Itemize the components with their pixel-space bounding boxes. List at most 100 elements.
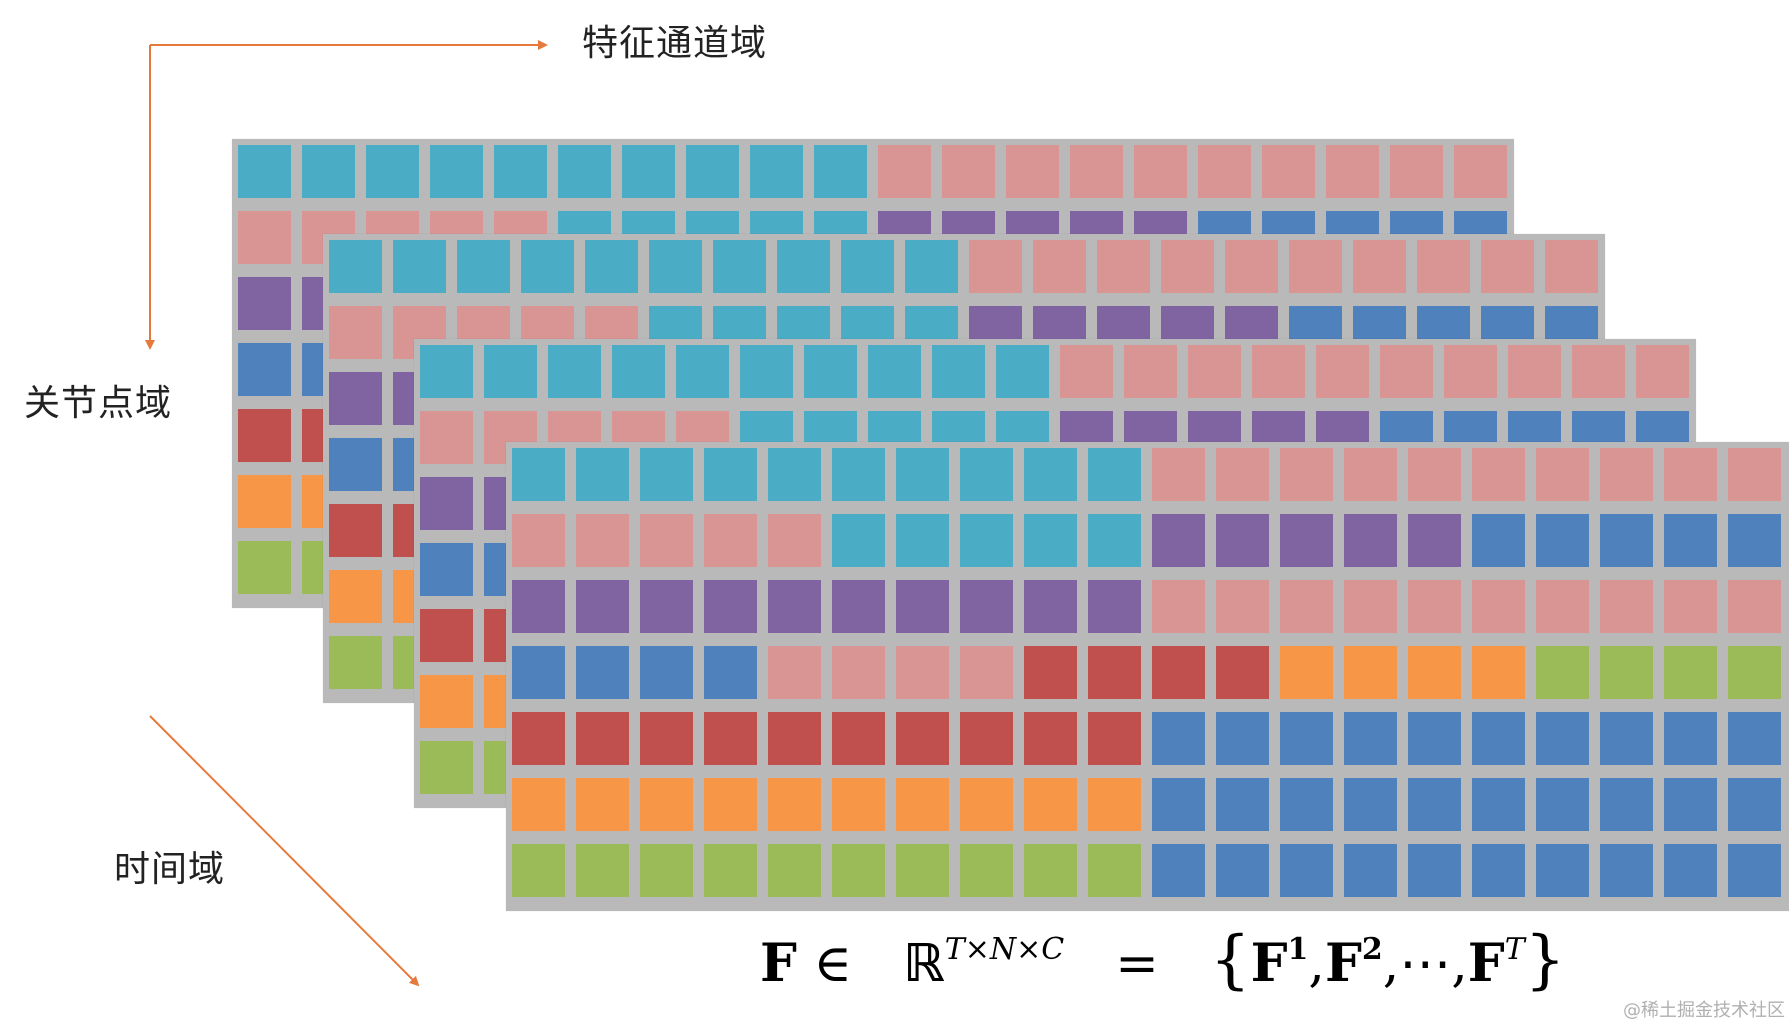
feature-cell <box>1152 514 1205 567</box>
feature-cell <box>1316 345 1369 398</box>
feature-cell <box>1728 580 1781 633</box>
feature-cell <box>393 240 446 293</box>
feature-cell <box>329 570 382 623</box>
feature-cell <box>1088 778 1141 831</box>
formula-eq: = <box>1115 934 1159 994</box>
feature-cell <box>1280 712 1333 765</box>
feature-cell <box>832 844 885 897</box>
feature-cell <box>704 712 757 765</box>
feature-cell <box>713 240 766 293</box>
feature-cell <box>1353 240 1406 293</box>
feature-cell <box>1472 844 1525 897</box>
feature-cell <box>1600 844 1653 897</box>
feature-cell <box>1344 778 1397 831</box>
feature-cell <box>1289 240 1342 293</box>
feature-cell <box>777 240 830 293</box>
feature-cell <box>704 646 757 699</box>
feature-cell <box>1390 145 1443 198</box>
feature-cell <box>512 580 565 633</box>
joint-domain-label: 关节点域 <box>24 383 173 424</box>
feature-cell <box>1600 514 1653 567</box>
feature-cell <box>1728 712 1781 765</box>
feature-cell <box>1262 145 1315 198</box>
feature-cell <box>1088 844 1141 897</box>
feature-cell <box>1472 646 1525 699</box>
feature-cell <box>548 345 601 398</box>
feature-cell <box>704 448 757 501</box>
feature-cell <box>494 145 547 198</box>
feature-cell <box>960 844 1013 897</box>
feature-cell <box>640 778 693 831</box>
feature-cell <box>420 411 473 464</box>
feature-cell <box>1070 145 1123 198</box>
feature-frame-1 <box>506 442 1789 911</box>
feature-cell <box>1198 145 1251 198</box>
feature-cell <box>1152 778 1205 831</box>
feature-cell <box>1124 345 1177 398</box>
feature-cell <box>1024 448 1077 501</box>
feature-cell <box>1024 844 1077 897</box>
feature-cell <box>576 844 629 897</box>
feature-cell <box>1088 448 1141 501</box>
feature-cell <box>896 712 949 765</box>
feature-cell <box>1417 240 1470 293</box>
feature-cell <box>896 580 949 633</box>
feature-cell <box>420 675 473 728</box>
formula-F: F <box>760 933 797 994</box>
formula-F1: F <box>1250 933 1288 994</box>
feature-cell <box>1636 345 1689 398</box>
feature-cell <box>1600 778 1653 831</box>
feature-cell <box>1536 646 1589 699</box>
feature-cell <box>238 541 291 594</box>
feature-cell <box>768 580 821 633</box>
feature-cell <box>1216 514 1269 567</box>
feature-cell <box>1408 778 1461 831</box>
feature-cell <box>676 345 729 398</box>
formula-F2-sup: 2 <box>1361 932 1383 967</box>
feature-cell <box>640 646 693 699</box>
feature-cell <box>640 580 693 633</box>
feature-cell <box>430 145 483 198</box>
feature-cell <box>1408 580 1461 633</box>
feature-cell <box>512 514 565 567</box>
feature-cell <box>1545 240 1598 293</box>
feature-cell <box>905 240 958 293</box>
formula-comma-3: , <box>1451 934 1468 994</box>
feature-cell <box>576 778 629 831</box>
feature-cell <box>1344 844 1397 897</box>
feature-cell <box>1408 712 1461 765</box>
feature-cell <box>1152 646 1205 699</box>
feature-cell <box>740 345 793 398</box>
feature-cell <box>576 514 629 567</box>
feature-cell <box>768 712 821 765</box>
feature-cell <box>704 514 757 567</box>
feature-cell <box>1152 448 1205 501</box>
feature-cell <box>366 145 419 198</box>
formula-F2: F <box>1324 933 1362 994</box>
feature-cell <box>329 636 382 689</box>
feature-cell <box>1664 844 1717 897</box>
feature-cell <box>896 448 949 501</box>
feature-cell <box>960 646 1013 699</box>
feature-cell <box>329 306 382 359</box>
feature-cell <box>832 778 885 831</box>
feature-cell <box>896 514 949 567</box>
feature-cell <box>585 240 638 293</box>
feature-cell <box>1536 844 1589 897</box>
feature-cell <box>1664 712 1717 765</box>
feature-cell <box>1088 712 1141 765</box>
formula-dims: T×N×C <box>944 932 1065 967</box>
formula-cdots: ⋯ <box>1399 934 1452 994</box>
feature-cell <box>640 712 693 765</box>
feature-cell <box>238 475 291 528</box>
feature-cell <box>1408 514 1461 567</box>
feature-cell <box>558 145 611 198</box>
feature-cell <box>1252 345 1305 398</box>
feature-cell <box>1280 514 1333 567</box>
feature-cell <box>1664 580 1717 633</box>
feature-cell <box>1664 646 1717 699</box>
feature-cell <box>896 844 949 897</box>
feature-cell <box>960 712 1013 765</box>
feature-cell <box>1188 345 1241 398</box>
feature-cell <box>576 646 629 699</box>
